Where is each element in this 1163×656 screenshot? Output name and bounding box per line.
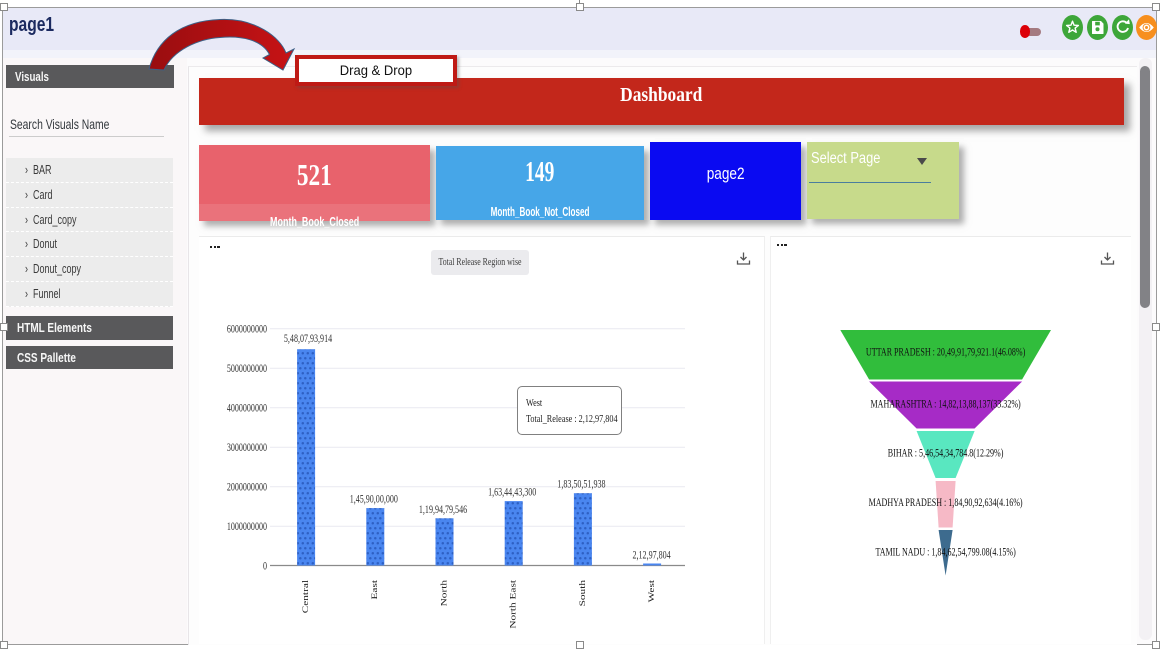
svg-text:Central: Central	[301, 580, 310, 614]
svg-text:1,83,50,51,938: 1,83,50,51,938	[557, 478, 605, 491]
svg-text:TAMIL NADU : 1,84,62,54,799.08: TAMIL NADU : 1,84,62,54,799.08(4.15%)	[875, 546, 1015, 559]
svg-text:5000000000: 5000000000	[227, 363, 267, 376]
svg-text:1,63,44,43,300: 1,63,44,43,300	[488, 486, 536, 499]
svg-text:MADHYA PRADESH : 1,84,90,92,63: MADHYA PRADESH : 1,84,90,92,634(4.16%)	[869, 497, 1023, 510]
svg-text:East: East	[371, 580, 380, 600]
svg-text:1,45,90,00,000: 1,45,90,00,000	[350, 493, 398, 506]
svg-text:2000000000: 2000000000	[227, 481, 267, 494]
svg-text:2,12,97,804: 2,12,97,804	[633, 549, 671, 562]
svg-text:6000000000: 6000000000	[227, 323, 267, 336]
svg-text:1,19,94,79,546: 1,19,94,79,546	[419, 504, 467, 517]
svg-text:North: North	[440, 580, 449, 606]
svg-text:South: South	[578, 580, 587, 607]
svg-text:3000000000: 3000000000	[227, 442, 267, 455]
svg-text:MAHARASHTRA : 14,82,13,88,137(: MAHARASHTRA : 14,82,13,88,137(33.32%)	[871, 398, 1021, 411]
svg-text:4000000000: 4000000000	[227, 402, 267, 415]
svg-text:West: West	[647, 580, 656, 603]
svg-text:UTTAR PRADESH : 20,49,91,79,92: UTTAR PRADESH : 20,49,91,79,921.1(46.08%…	[866, 346, 1025, 359]
svg-text:BIHAR : 5,46,54,34,784.8(12.29: BIHAR : 5,46,54,34,784.8(12.29%)	[888, 447, 1004, 460]
svg-text:North East: North East	[509, 580, 518, 629]
svg-text:1000000000: 1000000000	[227, 521, 267, 534]
svg-text:0: 0	[263, 560, 267, 573]
svg-text:5,48,07,93,914: 5,48,07,93,914	[284, 333, 332, 346]
